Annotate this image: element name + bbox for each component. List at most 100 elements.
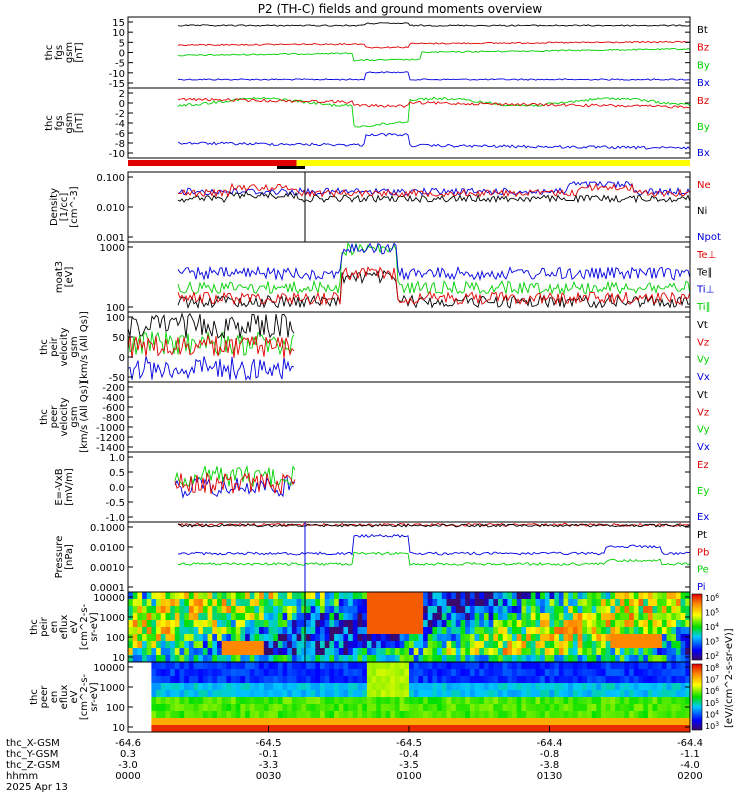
heatmap-cell	[488, 662, 494, 670]
heatmap-cell	[156, 725, 162, 733]
heatmap-cell	[362, 676, 368, 684]
heatmap-cell	[474, 725, 480, 733]
heatmap-cell	[661, 662, 668, 670]
heatmap-cell	[418, 662, 424, 670]
heatmap-cell	[282, 711, 288, 719]
heatmap-cell	[226, 669, 232, 677]
heatmap-cell	[207, 592, 213, 600]
heatmap-cell	[249, 641, 255, 649]
heatmap-cell	[549, 676, 555, 684]
heatmap-cell	[240, 690, 246, 698]
heatmap-cell	[488, 613, 494, 621]
heatmap-cell	[268, 718, 274, 726]
heatmap-cell	[624, 599, 630, 607]
heatmap-cell	[263, 620, 269, 628]
heatmap-cell	[418, 690, 424, 698]
heatmap-cell	[516, 592, 522, 600]
heatmap-cell	[142, 697, 148, 705]
y-axis-label: eV	[69, 620, 80, 633]
heatmap-cell	[535, 627, 541, 635]
heatmap-cell	[638, 641, 644, 649]
heatmap-cell	[259, 676, 265, 684]
heatmap-cell	[418, 697, 424, 705]
heatmap-cell	[413, 690, 419, 698]
heatmap-cell	[446, 599, 452, 607]
heatmap-cell	[198, 641, 204, 649]
heatmap-cell	[647, 592, 654, 600]
heatmap-cell	[661, 676, 668, 684]
heatmap-cell	[301, 627, 307, 635]
heatmap-cell	[273, 690, 279, 698]
heatmap-cell	[605, 690, 611, 698]
heatmap-cell	[572, 592, 579, 600]
heatmap-cell	[638, 627, 644, 635]
heatmap-cell	[596, 683, 602, 691]
heatmap-cell	[362, 620, 368, 628]
heatmap-cell	[610, 592, 616, 600]
heatmap-cell	[605, 613, 611, 621]
heatmap-cell	[558, 725, 565, 733]
heatmap-cell	[352, 592, 358, 600]
heatmap-cell	[479, 690, 485, 698]
heatmap-cell	[380, 641, 387, 649]
heatmap-cell	[404, 620, 410, 628]
heatmap-cell	[132, 613, 138, 621]
heatmap-cell	[160, 704, 166, 712]
panel-frame	[127, 171, 691, 243]
heatmap-cell	[320, 718, 326, 726]
heatmap-cell	[633, 648, 639, 656]
heatmap-cell	[306, 634, 312, 642]
heatmap-cell	[137, 704, 143, 712]
heatmap-cell	[184, 655, 190, 663]
heatmap-cell	[455, 718, 461, 726]
heatmap-cell	[366, 592, 373, 600]
heatmap-cell	[647, 627, 654, 635]
heatmap-cell	[315, 683, 321, 691]
heatmap-cell	[671, 676, 677, 684]
heatmap-cell	[676, 599, 682, 607]
heatmap-cell	[221, 648, 227, 656]
heatmap-cell	[277, 634, 284, 642]
heatmap-cell	[605, 620, 611, 628]
heatmap-cell	[427, 676, 433, 684]
heatmap-cell	[338, 690, 344, 698]
heatmap-cell	[549, 683, 555, 691]
heatmap-cell	[193, 606, 199, 614]
heatmap-cell	[647, 648, 654, 656]
heatmap-cell	[568, 725, 574, 733]
heatmap-cell	[137, 599, 143, 607]
heatmap-cell	[638, 613, 644, 621]
heatmap-cell	[306, 599, 312, 607]
heatmap-cell	[577, 599, 583, 607]
heatmap-cell	[394, 592, 401, 600]
heatmap-cell	[128, 662, 134, 670]
heatmap-cell	[577, 662, 583, 670]
heatmap-cell	[409, 697, 415, 705]
heatmap-cell	[526, 711, 532, 719]
heatmap-cell	[142, 676, 148, 684]
heatmap-cell	[577, 655, 583, 663]
heatmap-cell	[371, 704, 377, 712]
heatmap-cell	[633, 655, 639, 663]
heatmap-cell	[184, 697, 190, 705]
heatmap-cell	[507, 725, 513, 733]
heatmap-cell	[263, 655, 269, 663]
heatmap-cell	[404, 683, 410, 691]
heatmap-cell	[558, 683, 565, 691]
heatmap-cell	[296, 606, 302, 614]
heatmap-cell	[619, 655, 625, 663]
heatmap-cell	[516, 669, 522, 677]
heatmap-cell	[647, 599, 654, 607]
heatmap-cell	[151, 592, 157, 600]
legend-Bx: Bx	[697, 78, 710, 89]
heatmap-cell	[507, 690, 513, 698]
heatmap-cell	[282, 627, 288, 635]
legend-Vt: Vt	[697, 390, 708, 401]
heatmap-cell	[366, 627, 373, 635]
heatmap-cell	[212, 592, 218, 600]
heatmap-cell	[156, 599, 162, 607]
heatmap-cell	[249, 669, 255, 677]
heatmap-cell	[320, 627, 326, 635]
heatmap-cell	[437, 704, 443, 712]
heatmap-cell	[601, 641, 607, 649]
